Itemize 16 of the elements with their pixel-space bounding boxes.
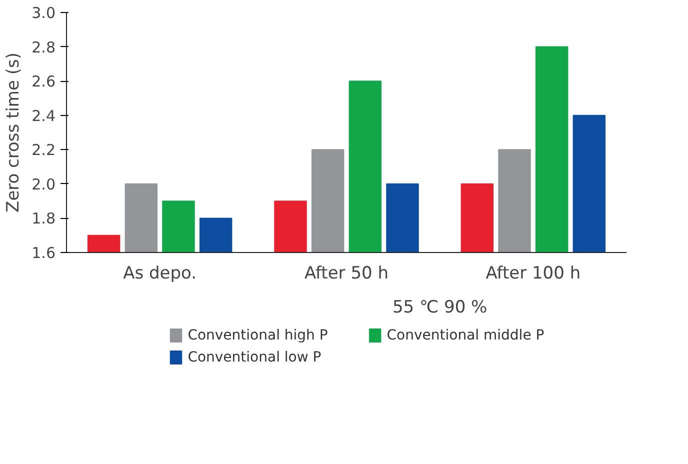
y-tick-label: 2.6 [32,72,56,91]
y-tick-label: 3.0 [32,4,56,22]
text: 55 ℃ 90 % [392,298,488,318]
y-tick-label: 2.0 [32,175,56,194]
y-tick-label: 1.6 [32,244,56,262]
x-tick-label: After 50 h [304,264,389,284]
legend-label: Conventional low P [188,350,322,366]
x-tick-label: As depo. [123,264,197,284]
y-axis-title: Zero cross time (s) [4,52,24,212]
y-tick-label: 2.8 [32,38,56,56]
legend-label: Conventional high P [188,328,328,344]
legend-label: Conventional middle P [386,328,544,344]
x-tick-label: After 100 h [486,264,581,284]
y-tick-label: 2.4 [32,106,56,125]
y-tick-label: 2.2 [32,141,56,160]
y-tick-label: 1.8 [32,210,56,228]
